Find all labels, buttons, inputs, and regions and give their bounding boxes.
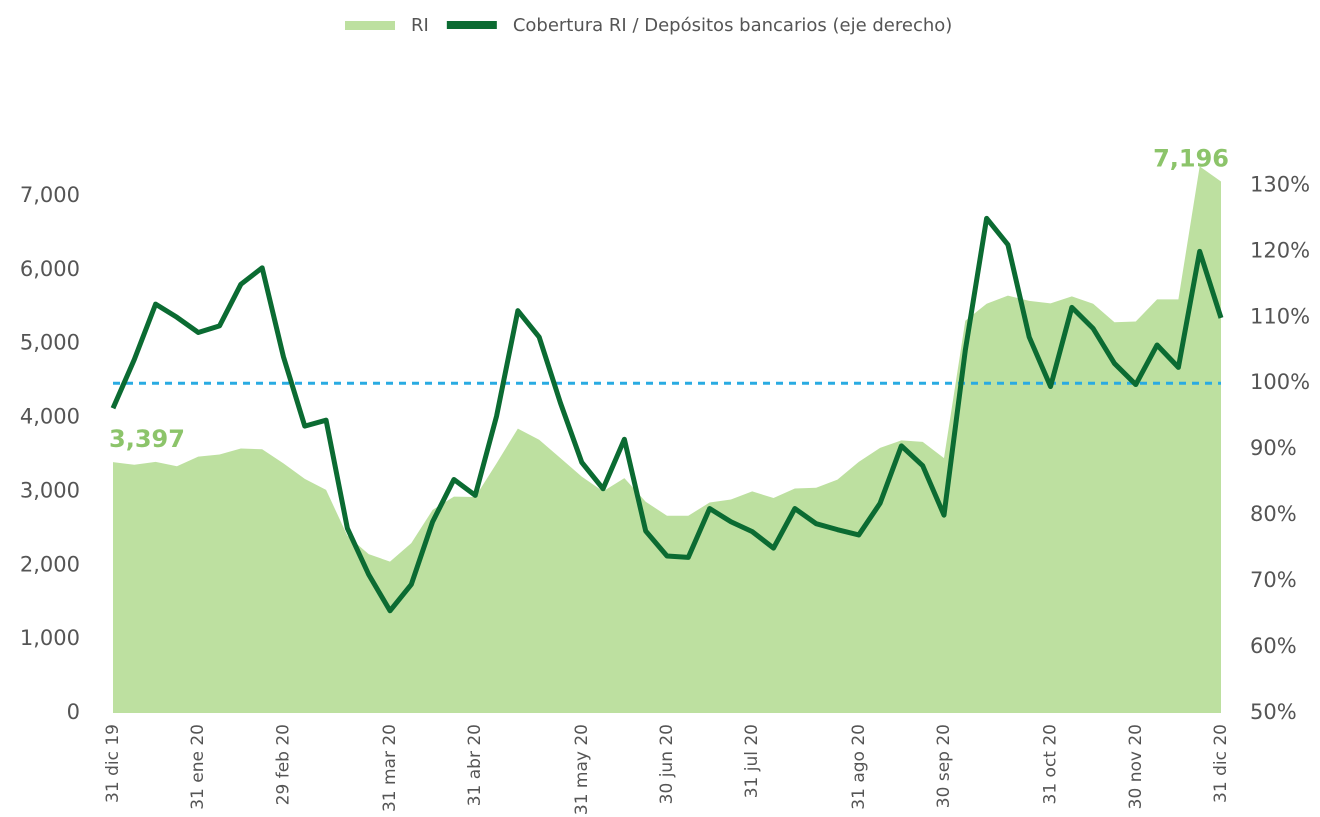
y2-tick-label: 110%: [1250, 304, 1310, 328]
legend-swatch: [345, 21, 395, 30]
y-tick-label: 1,000: [20, 626, 80, 650]
y-tick-label: 0: [67, 700, 80, 724]
x-tick-label: 31 mar 20: [380, 724, 400, 812]
y-tick-label: 2,000: [20, 552, 80, 576]
y2-tick-label: 80%: [1250, 502, 1297, 526]
x-tick-label: 31 abr 20: [465, 724, 485, 806]
y-tick-label: 6,000: [20, 257, 80, 281]
x-tick-label: 31 ene 20: [188, 724, 208, 810]
y2-tick-label: 50%: [1250, 700, 1297, 724]
x-tick-label: 30 nov 20: [1126, 724, 1146, 809]
x-tick-label: 31 jul 20: [742, 724, 762, 798]
y2-tick-label: 90%: [1250, 436, 1297, 460]
x-tick-label: 30 sep 20: [934, 724, 954, 808]
x-tick-label: 30 jun 20: [657, 724, 677, 804]
x-tick-label: 31 dic 20: [1211, 724, 1231, 803]
y-tick-label: 5,000: [20, 331, 80, 355]
area: [113, 166, 1221, 714]
legend-label: RI: [411, 15, 429, 36]
value-label: 3,397: [109, 425, 185, 453]
value-label: 7,196: [1153, 144, 1229, 172]
y2-tick-label: 60%: [1250, 634, 1297, 658]
line: [110, 215, 1224, 614]
y2-tick-label: 120%: [1250, 238, 1310, 262]
y2-tick-label: 100%: [1250, 370, 1310, 394]
x-tick-label: 31 ago 20: [849, 724, 869, 810]
y-tick-label: 4,000: [20, 405, 80, 429]
x-tick-label: 31 may 20: [572, 724, 592, 815]
y-tick-label: 7,000: [20, 183, 80, 207]
legend-label: Cobertura RI / Depósitos bancarios (eje …: [513, 15, 952, 36]
y-tick-label: 3,000: [20, 478, 80, 502]
x-tick-label: 31 dic 19: [103, 724, 123, 803]
legend-swatch: [446, 21, 497, 29]
x-tick-label: 31 oct 20: [1041, 724, 1061, 804]
y2-tick-label: 70%: [1250, 568, 1297, 592]
y2-tick-label: 130%: [1250, 172, 1310, 196]
x-tick-label: 29 feb 20: [273, 724, 293, 805]
